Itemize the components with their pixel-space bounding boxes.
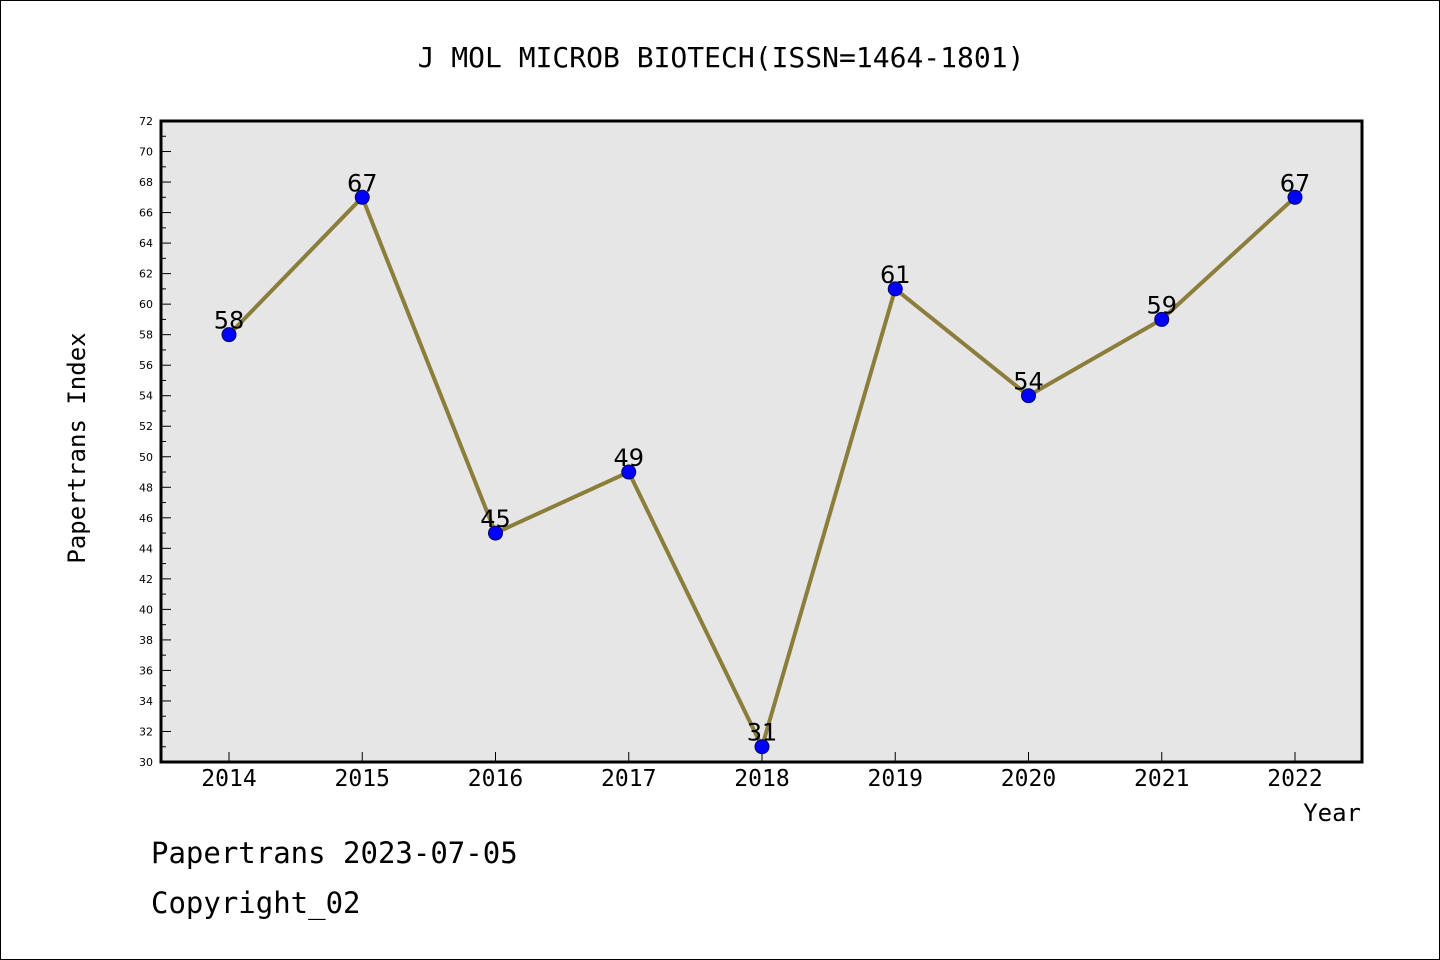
data-label: 49 xyxy=(613,444,644,472)
data-markers xyxy=(221,189,1303,755)
plot-area xyxy=(159,119,1364,764)
data-labels: 58 67 45 49 31 61 54 59 67 xyxy=(214,169,1311,746)
x-axis-label: Year xyxy=(1303,799,1361,827)
data-point-marker xyxy=(354,189,370,205)
y-tick-label: 44 xyxy=(139,542,153,555)
y-tick-label: 46 xyxy=(139,512,153,525)
data-label: 31 xyxy=(747,719,778,747)
y-tick-label: 48 xyxy=(139,481,153,494)
y-tick-label: 30 xyxy=(139,756,153,769)
data-point-marker xyxy=(754,739,770,755)
x-tick-label: 2014 xyxy=(201,766,256,792)
x-axis: 2014 2015 2016 2017 2018 2019 2020 2021 2022 xyxy=(201,752,1323,792)
data-point-marker xyxy=(621,464,637,480)
y-tick-label: 58 xyxy=(139,329,153,342)
chart-title: J MOL MICROB BIOTECH(ISSN=1464-1801) xyxy=(418,41,1025,74)
x-tick-label: 2016 xyxy=(468,766,523,792)
data-point-marker xyxy=(488,525,503,541)
x-tick-label: 2020 xyxy=(1001,766,1056,792)
data-point-marker xyxy=(1021,388,1036,404)
y-tick-label: 60 xyxy=(139,298,153,311)
x-tick-label: 2015 xyxy=(335,766,390,792)
data-label: 61 xyxy=(880,261,911,289)
x-tick-label: 2019 xyxy=(868,766,923,792)
y-tick-label: 38 xyxy=(139,634,153,647)
data-point-marker xyxy=(887,281,903,297)
y-tick-label: 68 xyxy=(139,176,153,189)
y-tick-label: 50 xyxy=(139,451,153,464)
x-tick-label: 2017 xyxy=(601,766,656,792)
data-label: 67 xyxy=(347,169,378,197)
y-tick-label: 64 xyxy=(139,237,153,250)
x-tick-label: 2022 xyxy=(1267,766,1322,792)
data-label: 54 xyxy=(1013,368,1044,396)
y-tick-label: 52 xyxy=(139,420,153,433)
data-label: 67 xyxy=(1280,169,1311,197)
y-tick-label: 36 xyxy=(139,664,153,677)
data-point-marker xyxy=(221,327,237,343)
y-tick-label: 70 xyxy=(139,146,153,159)
y-tick-label: 62 xyxy=(139,268,153,281)
footer-copyright: Copyright_02 xyxy=(151,886,361,920)
data-label: 58 xyxy=(214,307,245,335)
x-tick-label: 2018 xyxy=(734,766,789,792)
footer-date: Papertrans 2023-07-05 xyxy=(151,836,518,870)
y-tick-label: 40 xyxy=(139,603,153,616)
y-tick-label: 66 xyxy=(139,207,153,220)
x-tick-label: 2021 xyxy=(1134,766,1189,792)
y-axis-label: Papertrans Index xyxy=(63,332,91,563)
data-point-marker xyxy=(1287,189,1303,205)
data-point-marker xyxy=(1154,311,1170,327)
y-tick-label: 34 xyxy=(139,695,153,708)
y-tick-label: 54 xyxy=(139,390,153,403)
y-tick-label: 42 xyxy=(139,573,153,586)
data-label: 45 xyxy=(480,505,511,533)
y-tick-label: 72 xyxy=(139,115,153,128)
y-axis: 30 32 34 36 38 40 42 44 46 48 50 52 54 56 58 60 62 64 66 68… xyxy=(139,115,171,769)
y-tick-label: 56 xyxy=(139,359,153,372)
data-label: 59 xyxy=(1146,291,1177,319)
y-tick-label: 32 xyxy=(139,725,153,738)
